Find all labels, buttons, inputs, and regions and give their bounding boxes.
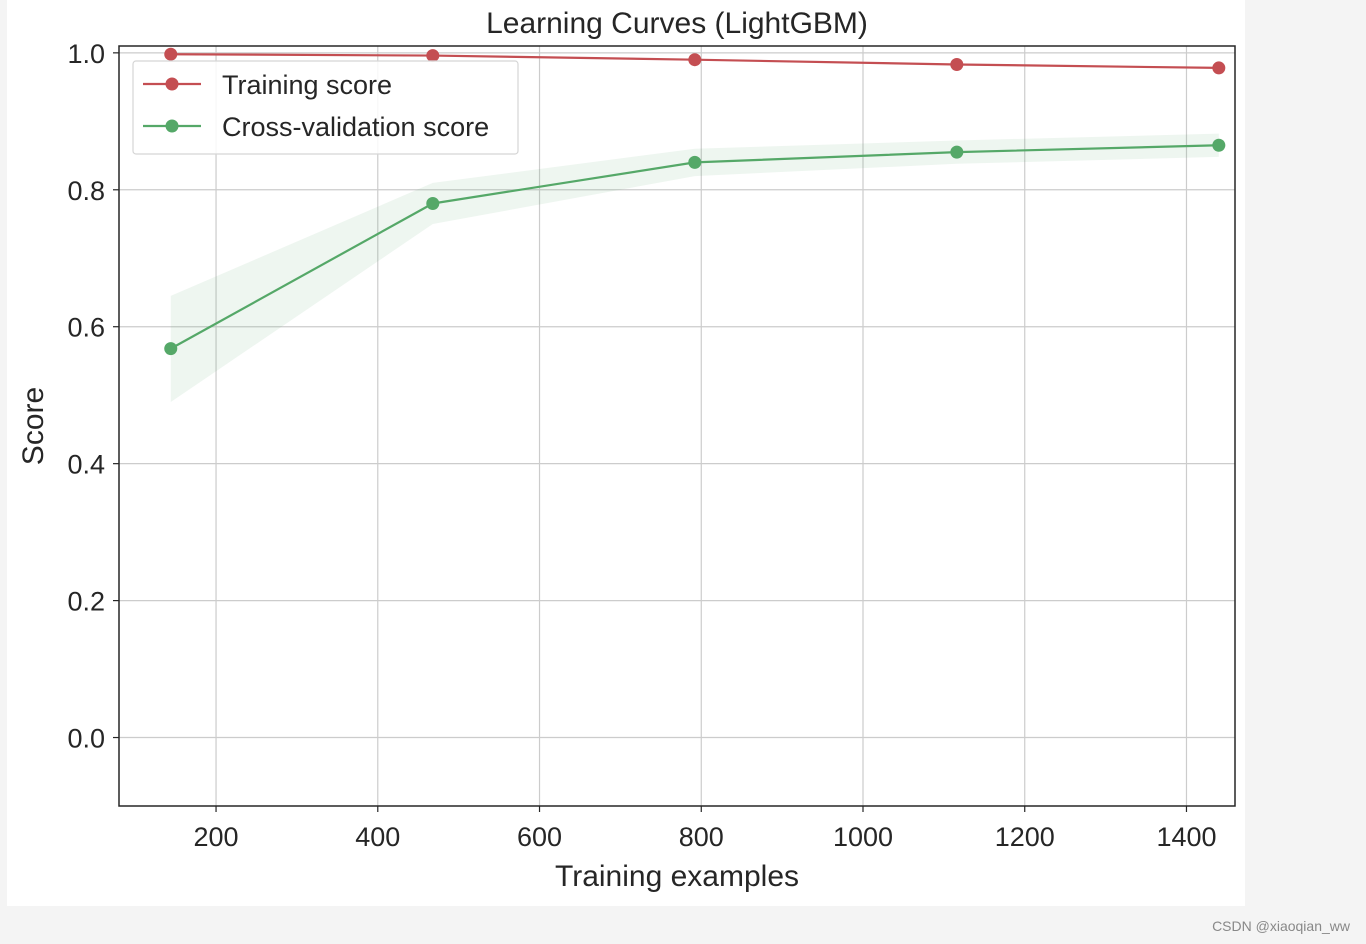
y-tick-label: 0.6 <box>67 313 105 343</box>
training-score-point <box>426 49 440 63</box>
x-tick-label: 600 <box>517 822 562 852</box>
training-score-point <box>164 47 178 61</box>
legend: Training score Cross-validation score <box>132 60 519 155</box>
y-tick-label: 0.8 <box>67 176 105 206</box>
cv-legend-marker <box>165 119 179 133</box>
y-tick-label: 0.4 <box>67 450 105 480</box>
y-tick-label: 1.0 <box>67 39 105 69</box>
cv-score-point <box>950 145 964 159</box>
y-tick-label: 0.2 <box>67 587 105 617</box>
y-axis-label: Score <box>17 387 50 465</box>
training-score-point <box>688 53 702 67</box>
x-tick-label: 1000 <box>833 822 893 852</box>
cv-legend-label: Cross-validation score <box>222 112 489 142</box>
cv-score-point <box>688 155 702 169</box>
training-score-point <box>950 57 964 71</box>
cv-score-point <box>164 342 178 356</box>
cv-score-point <box>426 196 440 210</box>
legend-box <box>132 60 519 155</box>
x-tick-label: 1400 <box>1156 822 1216 852</box>
watermark: CSDN @xiaoqian_ww <box>1212 918 1350 934</box>
x-tick-label: 200 <box>194 822 239 852</box>
chart-title: Learning Curves (LightGBM) <box>486 7 868 40</box>
x-tick-label: 400 <box>355 822 400 852</box>
training-score-point <box>1212 61 1226 75</box>
y-tick-label: 0.0 <box>67 724 105 754</box>
training-legend-label: Training score <box>222 70 392 100</box>
x-tick-label: 800 <box>679 822 724 852</box>
plot-frame <box>118 45 1236 807</box>
learning-curve-chart: 200 400 600 800 1000 1200 1400 0.0 0.2 0.4 0.6 0.8 1… <box>17 7 1236 893</box>
cv-score-band <box>170 133 1219 403</box>
cv-score-point <box>1212 138 1226 152</box>
figure: 200 400 600 800 1000 1200 1400 0.0 0.2 0.4 0.6 0.8 1… <box>7 0 1245 906</box>
x-tick-label: 1200 <box>995 822 1055 852</box>
x-axis-label: Training examples <box>555 860 799 893</box>
training-legend-marker <box>165 77 179 91</box>
